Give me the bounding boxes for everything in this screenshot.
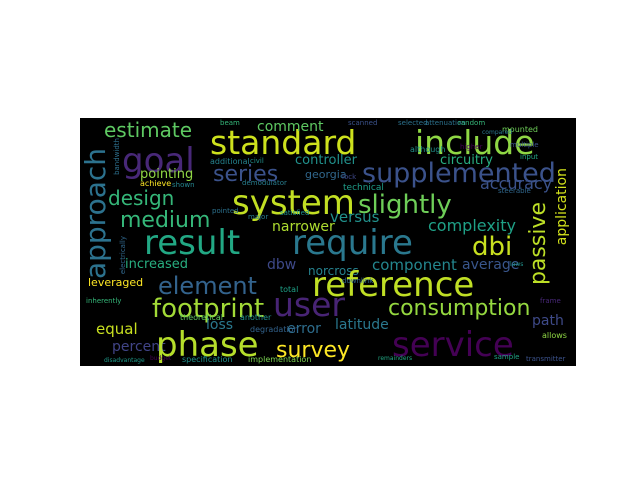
word-achieve: achieve xyxy=(140,179,172,188)
word-selected: selected xyxy=(398,119,428,127)
word-loss: loss xyxy=(206,317,234,333)
word-attenuation: attenuation xyxy=(425,119,466,127)
word-laws: laws xyxy=(510,261,524,268)
word-require: require xyxy=(292,223,413,263)
word-average: average xyxy=(462,257,520,273)
word-budget: budget xyxy=(150,355,172,362)
word-series: series xyxy=(213,162,279,187)
word-theoretical: theoretical xyxy=(180,313,223,322)
word-error: error xyxy=(287,321,321,337)
word-phase: phase xyxy=(156,325,259,365)
word-satisfied: satisfied xyxy=(280,209,310,217)
word-approach: approach xyxy=(80,148,112,280)
word-narrower: narrower xyxy=(272,219,335,235)
word-accuracy: accuracy xyxy=(480,174,553,193)
word-total: total xyxy=(280,285,299,294)
word-versus: versus xyxy=(330,208,380,226)
word-norcross: norcross xyxy=(308,264,359,278)
word-beam: beam xyxy=(220,119,240,127)
word-compared: compared xyxy=(482,129,513,136)
word-scanned: scanned xyxy=(348,119,378,127)
word-comment: comment xyxy=(257,119,324,135)
word-leveraged: leveraged xyxy=(88,276,144,289)
word-application: application xyxy=(554,168,570,246)
word-shown: shown xyxy=(172,181,195,189)
word-bandwidth: bandwidth xyxy=(113,138,121,175)
word-circuitry: circuitry xyxy=(440,153,493,168)
word-steerable: steerable xyxy=(498,187,531,195)
word-equal: equal xyxy=(96,320,138,338)
word-footprint: footprint xyxy=(152,294,265,324)
word-supplemented: supplemented xyxy=(362,158,556,189)
word-civil: civil xyxy=(250,157,264,165)
word-demodulator: demodulator xyxy=(242,179,287,187)
word-electrically: electrically xyxy=(119,236,127,275)
word-lock: lock xyxy=(342,173,357,181)
word-pointed: pointed xyxy=(212,207,239,215)
word-allows: allows xyxy=(542,331,567,340)
word-major: major xyxy=(248,213,269,221)
word-transmitter: transmitter xyxy=(526,355,566,363)
word-result: result xyxy=(144,223,241,263)
word-system: system xyxy=(232,183,355,223)
word-percent: percent xyxy=(112,339,166,355)
word-goal: goal xyxy=(122,141,195,181)
word-include: include xyxy=(415,123,535,162)
word-random: random xyxy=(458,119,486,127)
word-cloud: standard include goal estimate comment a… xyxy=(80,118,576,366)
word-user: user xyxy=(273,285,345,324)
word-latitude: latitude xyxy=(335,317,389,333)
word-medium: medium xyxy=(120,208,211,233)
word-element: element xyxy=(158,272,257,300)
word-downlink: downlink xyxy=(342,277,374,285)
word-degradation: degradation xyxy=(250,325,299,334)
word-design: design xyxy=(108,186,175,210)
word-specification: specification xyxy=(182,355,233,364)
word-standard: standard xyxy=(210,123,357,162)
word-multiple: multiple xyxy=(510,141,539,149)
word-dbw: dbw xyxy=(267,257,297,273)
word-although: although xyxy=(410,145,446,154)
word-another: another xyxy=(240,313,272,322)
word-reference: reference xyxy=(312,265,475,305)
word-complexity: complexity xyxy=(428,216,516,235)
word-disadvantage: disadvantage xyxy=(104,357,145,364)
word-pointing: pointing xyxy=(140,167,194,182)
word-mounted: mounted xyxy=(502,125,538,134)
word-frame: frame xyxy=(540,297,561,305)
word-component: component xyxy=(372,256,457,274)
word-inherently: inherently xyxy=(86,297,122,305)
word-higher: higher xyxy=(460,143,483,151)
word-path: path xyxy=(532,313,564,329)
word-estimate: estimate xyxy=(104,118,193,142)
word-consumption: consumption xyxy=(388,296,531,321)
word-sample: sample xyxy=(494,353,520,361)
word-remainders: remainders xyxy=(378,355,413,362)
word-passive: passive xyxy=(526,202,551,286)
word-service: service xyxy=(392,325,514,365)
word-controller: controller xyxy=(295,153,358,168)
word-dbi: dbi xyxy=(472,232,513,262)
word-technical: technical xyxy=(343,183,384,193)
word-additional: additional xyxy=(210,157,250,166)
word-implementation: implementation xyxy=(248,355,312,364)
word-survey: survey xyxy=(276,338,351,363)
word-georgia: georgia xyxy=(305,168,347,181)
word-slightly: slightly xyxy=(358,190,452,220)
word-increased: increased xyxy=(125,257,189,272)
word-input: input xyxy=(520,153,539,161)
